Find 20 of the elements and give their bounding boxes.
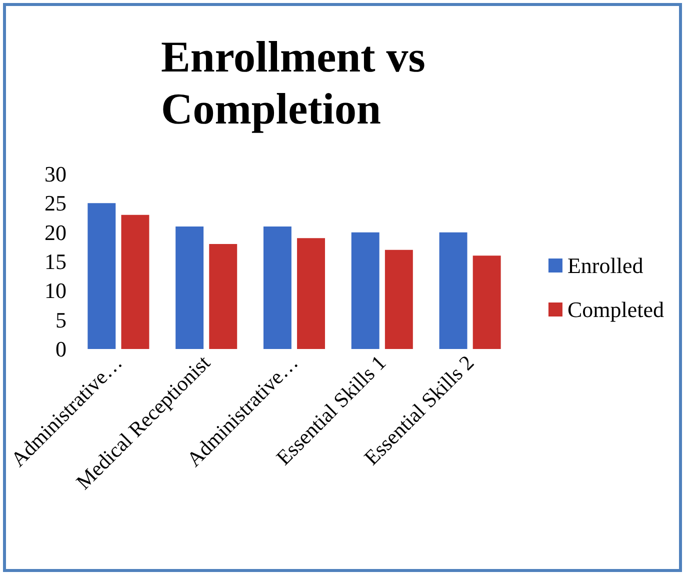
y-tick-label: 5 bbox=[55, 307, 66, 332]
bar bbox=[472, 256, 501, 349]
bar bbox=[263, 226, 292, 349]
bar bbox=[88, 203, 116, 349]
y-tick-label: 25 bbox=[44, 190, 66, 216]
legend-label: Completed bbox=[567, 297, 664, 322]
bar bbox=[351, 232, 380, 349]
chart-title: Enrollment vs Completion bbox=[161, 32, 436, 134]
y-tick-label: 30 bbox=[44, 162, 66, 186]
legend-label: Enrolled bbox=[567, 253, 644, 278]
y-tick-label: 0 bbox=[55, 336, 66, 362]
bar bbox=[297, 238, 326, 349]
y-tick-label: 10 bbox=[44, 278, 66, 304]
y-tick-label: 15 bbox=[44, 249, 66, 274]
bar bbox=[176, 226, 204, 349]
y-tick-label: 20 bbox=[44, 220, 66, 245]
bar bbox=[439, 232, 468, 349]
bar bbox=[384, 250, 413, 349]
bar bbox=[209, 244, 238, 349]
bar bbox=[121, 214, 150, 349]
